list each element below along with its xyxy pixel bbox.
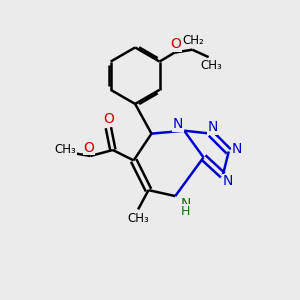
Text: CH₃: CH₃	[55, 143, 76, 156]
Text: N: N	[232, 142, 242, 155]
Text: N: N	[172, 117, 183, 131]
Text: O: O	[84, 141, 94, 154]
Text: O: O	[170, 37, 182, 51]
Text: N: N	[207, 120, 218, 134]
Text: O: O	[103, 112, 114, 126]
Text: N: N	[223, 174, 233, 188]
Text: CH₂: CH₂	[182, 34, 204, 47]
Text: CH₃: CH₃	[127, 212, 149, 226]
Text: N: N	[181, 196, 191, 211]
Text: CH₃: CH₃	[201, 59, 223, 72]
Text: H: H	[181, 205, 190, 218]
